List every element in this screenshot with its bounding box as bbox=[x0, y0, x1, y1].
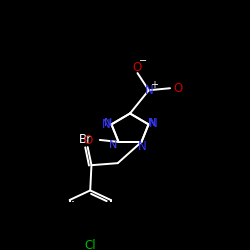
Text: N: N bbox=[102, 118, 111, 131]
Text: O: O bbox=[173, 82, 182, 95]
Text: O: O bbox=[83, 134, 92, 147]
Text: O: O bbox=[133, 61, 142, 74]
Text: −: − bbox=[139, 56, 147, 66]
Text: Cl: Cl bbox=[84, 239, 96, 250]
Text: N: N bbox=[149, 117, 158, 130]
Text: N: N bbox=[138, 140, 147, 153]
Text: N: N bbox=[148, 118, 156, 128]
Text: N: N bbox=[144, 84, 153, 97]
Text: N: N bbox=[104, 118, 112, 128]
Text: Br: Br bbox=[78, 134, 92, 146]
Text: N: N bbox=[109, 140, 118, 150]
Text: +: + bbox=[150, 80, 158, 90]
